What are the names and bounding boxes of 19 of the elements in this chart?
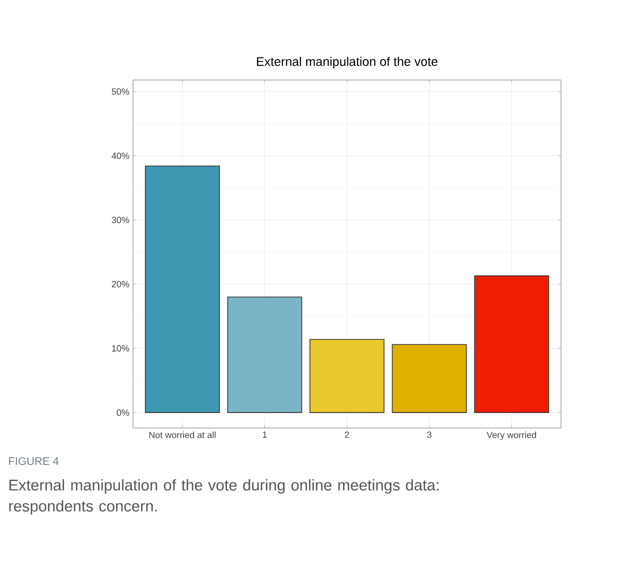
x-tick-label: Not worried at all	[149, 432, 216, 438]
y-tick-label: 50%	[112, 88, 130, 95]
x-tick-label: Very worried	[486, 432, 536, 440]
chart-title: External manipulation of the vote	[256, 56, 438, 68]
bar	[474, 275, 550, 413]
y-tick-label: 0%	[116, 409, 130, 416]
x-tick-label: 2	[344, 432, 350, 438]
y-tick-label: 20%	[112, 280, 130, 288]
bar	[392, 344, 467, 413]
x-tick-label: 1	[262, 432, 267, 438]
text: External manipulation of the vote during online meetings data: respondents concern.	[9, 479, 438, 515]
caption: FIGURE 4	[9, 457, 59, 465]
x-tick-label: 3	[427, 432, 432, 438]
bar	[144, 166, 220, 413]
y-tick-label: 30%	[112, 216, 130, 224]
bar	[227, 296, 302, 413]
bar	[310, 338, 384, 413]
y-tick-label: 40%	[112, 152, 130, 159]
y-tick-label: 10%	[112, 345, 130, 352]
